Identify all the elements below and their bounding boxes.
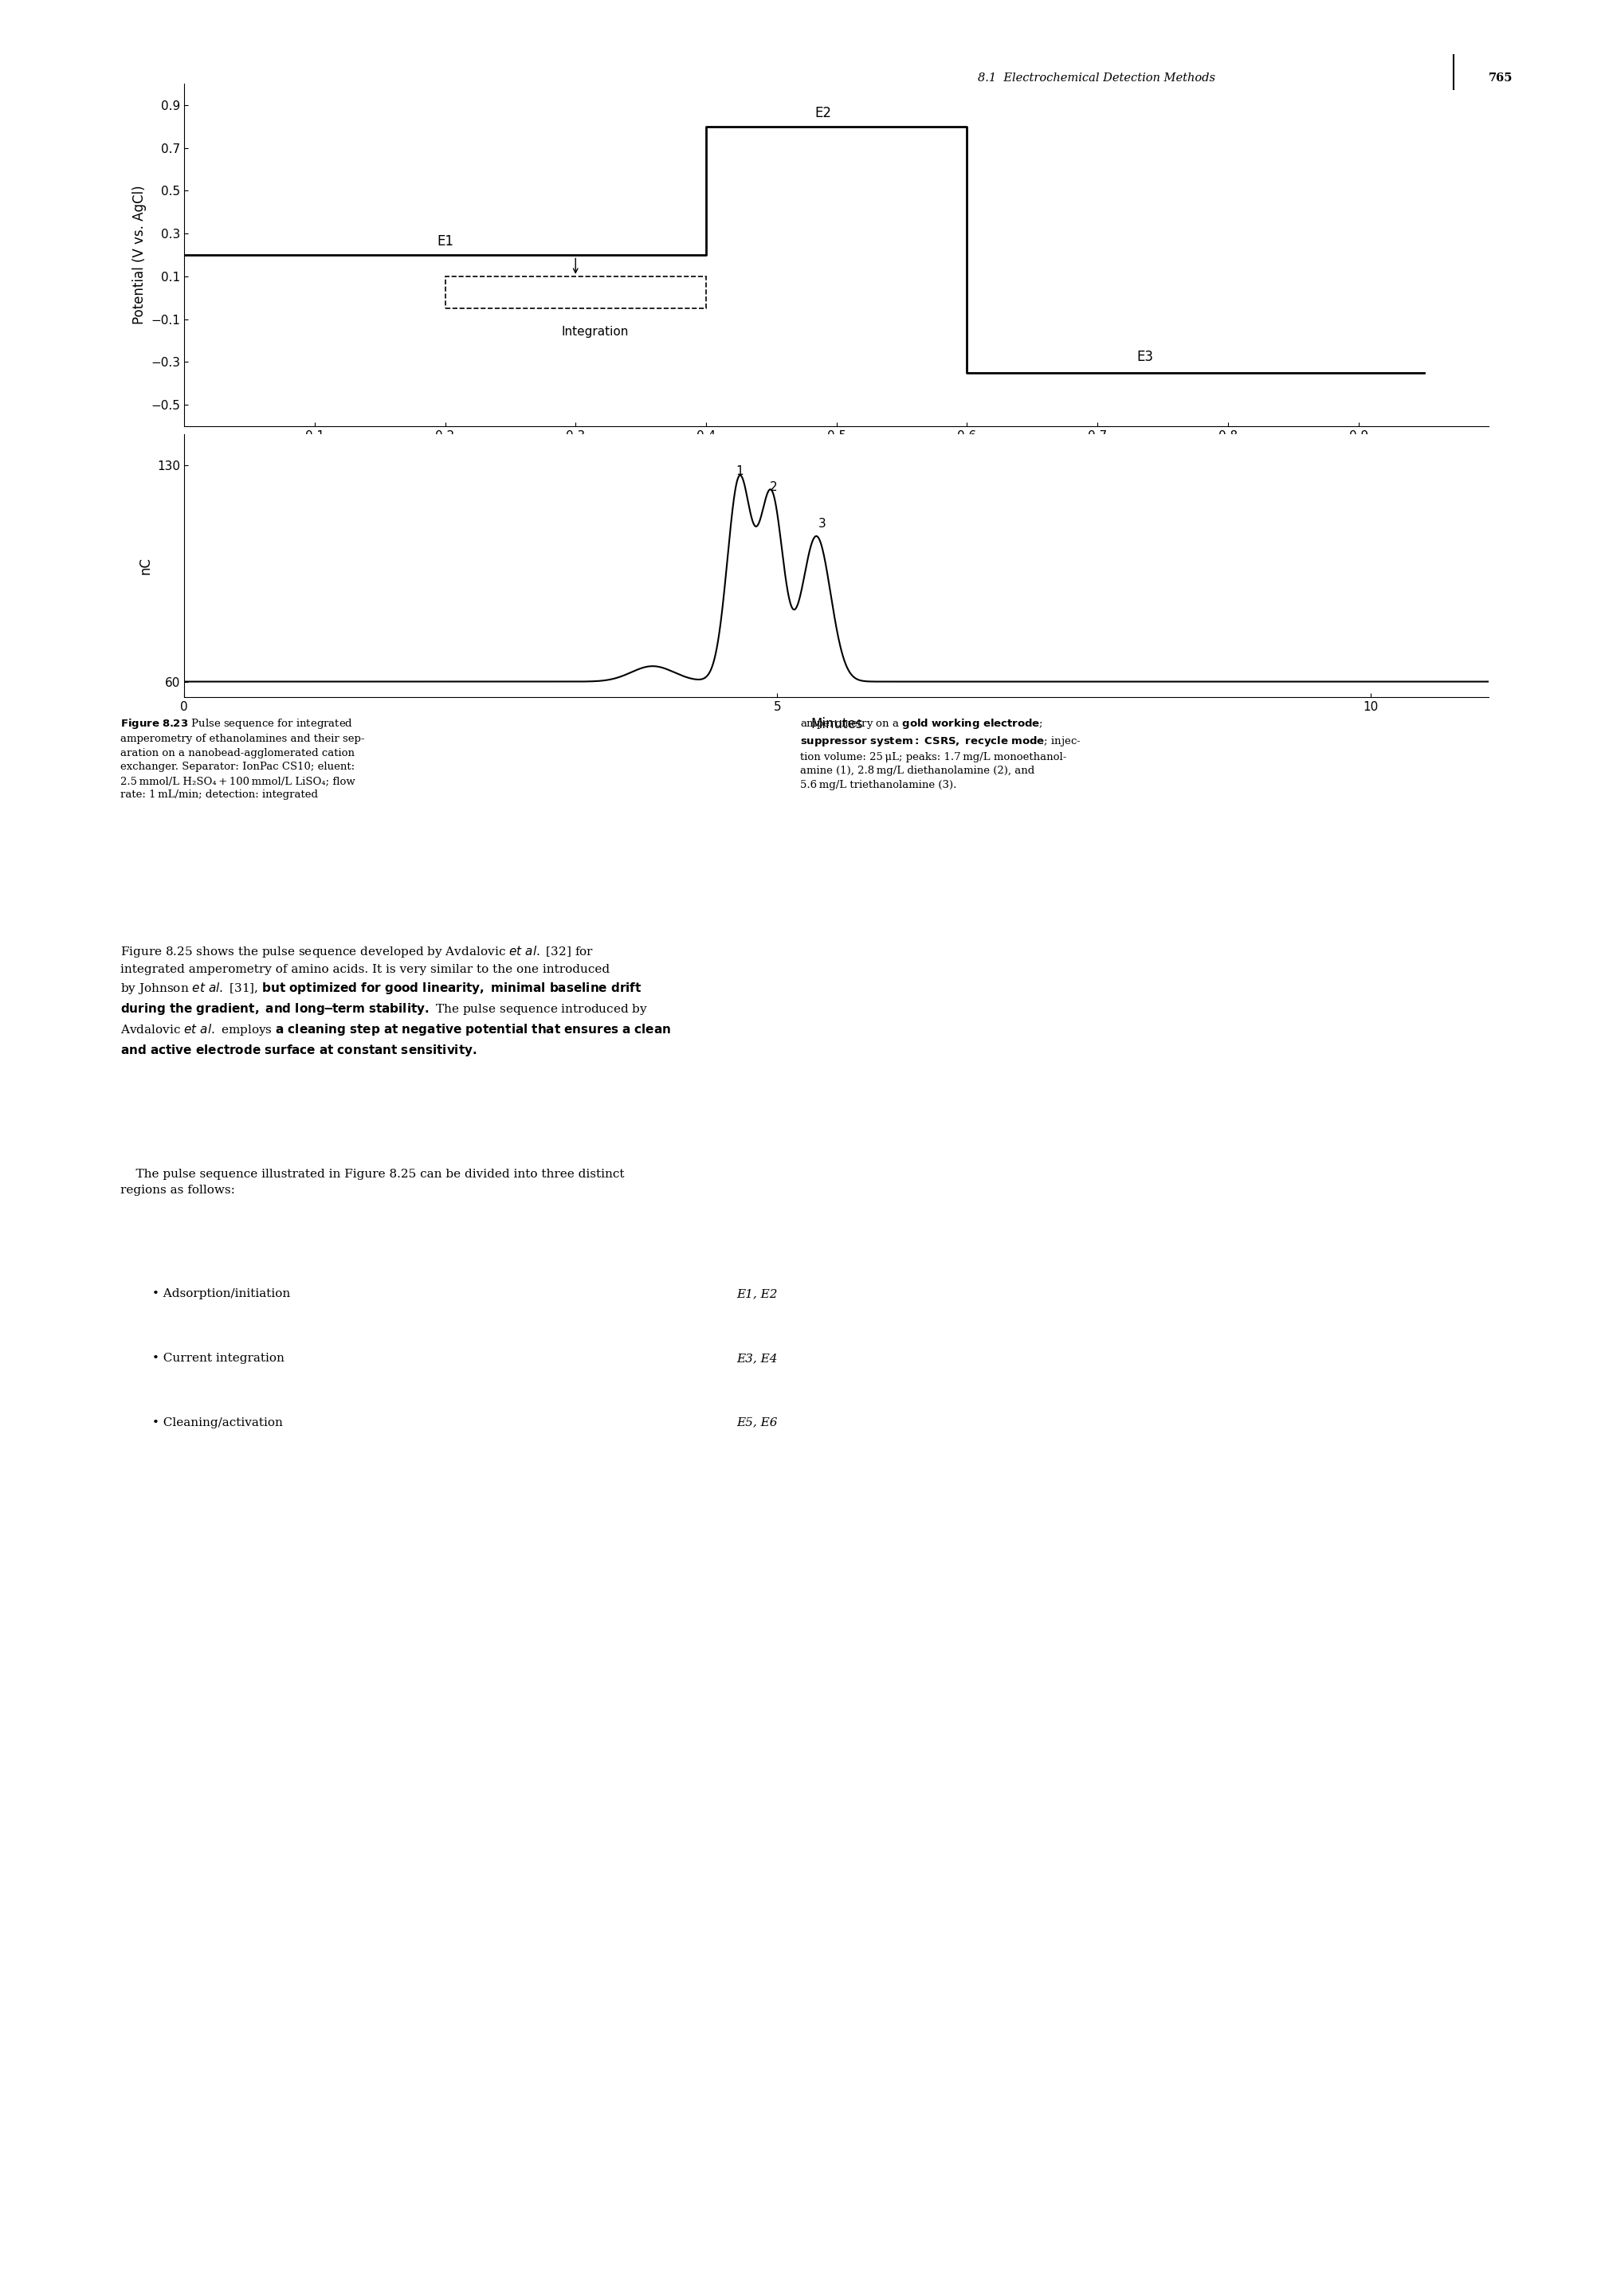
Text: Figure 8.25 shows the pulse sequence developed by Avdalovic $et\ al.$ [32] for
i: Figure 8.25 shows the pulse sequence dev… (120, 944, 671, 1058)
Text: 8.1  Electrochemical Detection Methods: 8.1 Electrochemical Detection Methods (978, 71, 1215, 83)
Text: 1: 1 (735, 466, 743, 478)
Bar (445, 276, 706, 308)
Text: 3: 3 (818, 519, 826, 530)
Y-axis label: nC: nC (138, 558, 152, 574)
Text: E3: E3 (1137, 349, 1153, 365)
Text: E5, E6: E5, E6 (736, 1417, 778, 1428)
Text: E1: E1 (437, 234, 453, 248)
X-axis label: Time (s): Time (s) (810, 445, 863, 461)
Text: • Current integration: • Current integration (152, 1352, 285, 1364)
Text: amperometry on a $\mathbf{gold\ working\ electrode}$;
$\mathbf{suppressor\ syste: amperometry on a $\mathbf{gold\ working\… (800, 716, 1082, 790)
Text: $\mathbf{Figure\ 8.23}$ Pulse sequence for integrated
amperometry of ethanolamin: $\mathbf{Figure\ 8.23}$ Pulse sequence f… (120, 716, 365, 801)
Text: E3, E4: E3, E4 (736, 1352, 778, 1364)
Text: 765: 765 (1489, 71, 1513, 83)
Text: Integration: Integration (562, 326, 629, 338)
Text: The pulse sequence illustrated in Figure 8.25 can be divided into three distinct: The pulse sequence illustrated in Figure… (120, 1169, 624, 1196)
Text: E2: E2 (815, 106, 833, 119)
X-axis label: Minutes: Minutes (810, 716, 863, 732)
Text: E1, E2: E1, E2 (736, 1288, 778, 1300)
Y-axis label: Potential (V vs. AgCl): Potential (V vs. AgCl) (131, 186, 146, 324)
Text: • Adsorption/initiation: • Adsorption/initiation (152, 1288, 290, 1300)
Text: • Cleaning/activation: • Cleaning/activation (152, 1417, 283, 1428)
Text: 2: 2 (770, 480, 778, 494)
